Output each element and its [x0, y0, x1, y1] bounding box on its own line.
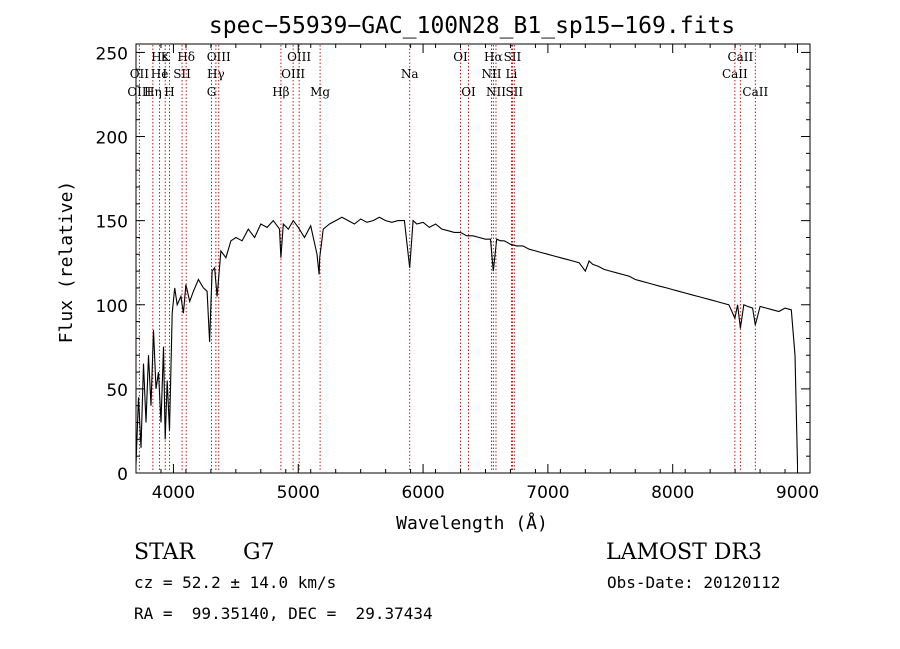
line-label-23: Li	[506, 67, 518, 81]
chart-title: spec−55939−GAC_100N28_B1_sp15−169.fits	[209, 13, 735, 39]
y-tick-label-3: 150	[96, 213, 128, 233]
y-tick-label-0: 0	[117, 465, 128, 485]
observation-date: Obs-Date: 20120112	[607, 573, 781, 592]
line-label-27: CaII	[722, 67, 748, 81]
line-label-24: NII	[486, 85, 506, 99]
x-axis-ticks: 4000 5000 6000 7000 8000 9000	[135, 44, 819, 503]
line-label-5: He	[151, 67, 169, 81]
line-label-26: CaII	[727, 50, 753, 64]
line-label-8: SII	[173, 67, 191, 81]
x-tick-label-4: 8000	[651, 483, 694, 503]
line-label-13: OIII	[287, 50, 311, 64]
line-label-15: Hβ	[272, 85, 289, 99]
y-tick-label-1: 50	[106, 381, 128, 401]
line-label-12: G	[207, 85, 217, 99]
line-label-1: OII	[130, 67, 150, 81]
x-tick-label-1: 5000	[277, 483, 320, 503]
line-label-0: Hε	[151, 50, 168, 64]
line-label-3: Hη	[144, 85, 162, 99]
line-label-7: H	[164, 85, 174, 99]
spectrum-line	[135, 216, 799, 465]
line-label-11: Hγ	[207, 67, 225, 81]
line-label-10: OIII	[207, 50, 231, 64]
x-tick-label-2: 6000	[401, 483, 444, 503]
line-label-2: OIII	[127, 85, 151, 99]
line-label-25: SII	[505, 85, 523, 99]
y-tick-label-2: 100	[96, 297, 128, 317]
y-axis-ticks: 0 50 100 150 200 250	[96, 44, 810, 485]
line-label-4: K	[161, 50, 171, 64]
x-tick-label-0: 4000	[152, 483, 195, 503]
plot-frame	[135, 43, 811, 474]
line-label-16: Mg	[310, 85, 330, 99]
x-tick-label-3: 7000	[526, 483, 569, 503]
line-label-19: OI	[461, 85, 476, 99]
survey-name: LAMOST DR3	[606, 540, 762, 565]
line-label-22: NII	[481, 67, 501, 81]
y-tick-label-5: 250	[96, 44, 128, 64]
line-label-9: Hδ	[177, 50, 195, 64]
line-label-17: Na	[401, 67, 419, 81]
y-axis-label: Flux (relative)	[56, 181, 77, 344]
line-label-21: SII	[504, 50, 522, 64]
x-axis-label: Wavelength (Å)	[396, 512, 548, 534]
line-label-20: Hα	[484, 50, 503, 64]
line-label-14: OIII	[281, 67, 305, 81]
emission-line-markers	[138, 45, 756, 472]
object-subclass: G7	[243, 540, 275, 565]
y-tick-label-4: 200	[96, 129, 128, 149]
redshift-velocity: cz = 52.2 ± 14.0 km/s	[134, 573, 337, 592]
line-label-18: OI	[453, 50, 468, 64]
x-tick-label-5: 9000	[776, 483, 819, 503]
line-label-6: I	[162, 67, 167, 81]
line-label-28: CaII	[742, 85, 768, 99]
object-class: STAR	[134, 540, 195, 565]
coordinates: RA = 99.35140, DEC = 29.37434	[134, 604, 433, 623]
